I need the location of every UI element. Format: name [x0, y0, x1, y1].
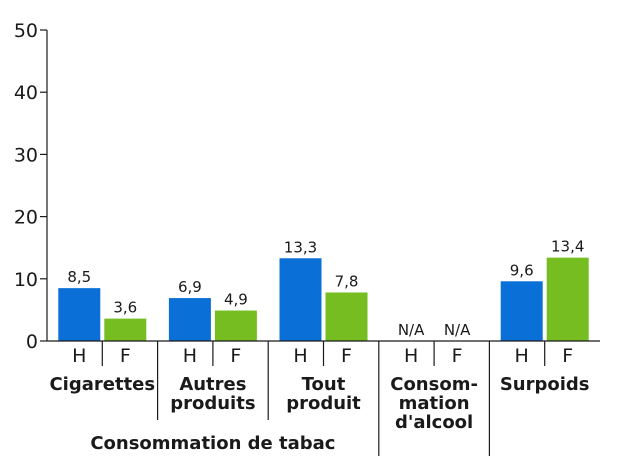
y-tick-label: 50 — [14, 20, 38, 42]
data-label: 8,5 — [67, 268, 91, 286]
category-label: Cigarettes — [49, 374, 155, 395]
bars: 8,5 3,6 6,9 4,9 13,3 7,8 N/A N/A 9,6 13,4 — [58, 238, 589, 341]
bar-h — [500, 281, 543, 341]
data-label: 6,9 — [178, 278, 202, 296]
category-label: mation — [399, 393, 470, 414]
bar-h — [279, 258, 322, 341]
data-label: 13,3 — [284, 238, 317, 256]
data-label: N/A — [398, 321, 425, 339]
category-label: Tout — [302, 374, 346, 395]
data-label: 3,6 — [113, 299, 137, 317]
category-label: d'alcool — [395, 412, 473, 433]
super-group-label: Consommation de tabac — [90, 433, 335, 454]
data-label: 7,8 — [335, 272, 359, 290]
y-tick-label: 20 — [14, 207, 38, 229]
bar-h — [58, 288, 101, 341]
sex-tick-label: F — [120, 345, 131, 367]
bar-f — [546, 257, 589, 341]
sex-tick-label: H — [72, 345, 86, 367]
y-tick-label: 0 — [26, 331, 38, 353]
data-label: 13,4 — [551, 238, 584, 256]
bar-f — [214, 310, 257, 341]
data-label: N/A — [444, 321, 471, 339]
sex-tick-label: F — [341, 345, 352, 367]
category-label: Surpoids — [500, 374, 590, 395]
y-tick-label: 40 — [14, 82, 38, 104]
y-axis: 0 10 20 30 40 50 — [14, 20, 48, 353]
sex-tick-label: F — [452, 345, 463, 367]
bar-h — [168, 298, 211, 341]
sex-tick-label: H — [515, 345, 529, 367]
sex-tick-label: F — [230, 345, 241, 367]
sex-tick-label: H — [404, 345, 418, 367]
category-label: Autres — [179, 374, 246, 395]
category-label: produit — [286, 393, 361, 414]
category-label: Consom- — [390, 374, 478, 395]
sex-tick-label: H — [293, 345, 307, 367]
y-tick-label: 30 — [14, 144, 38, 166]
sex-tick-label: H — [183, 345, 197, 367]
bar-f — [104, 318, 147, 341]
category-label: produits — [170, 393, 255, 414]
y-tick-label: 10 — [14, 269, 38, 291]
data-label: 9,6 — [510, 261, 534, 279]
sex-tick-label: F — [562, 345, 573, 367]
data-label: 4,9 — [224, 291, 248, 309]
bar-f — [325, 292, 368, 341]
